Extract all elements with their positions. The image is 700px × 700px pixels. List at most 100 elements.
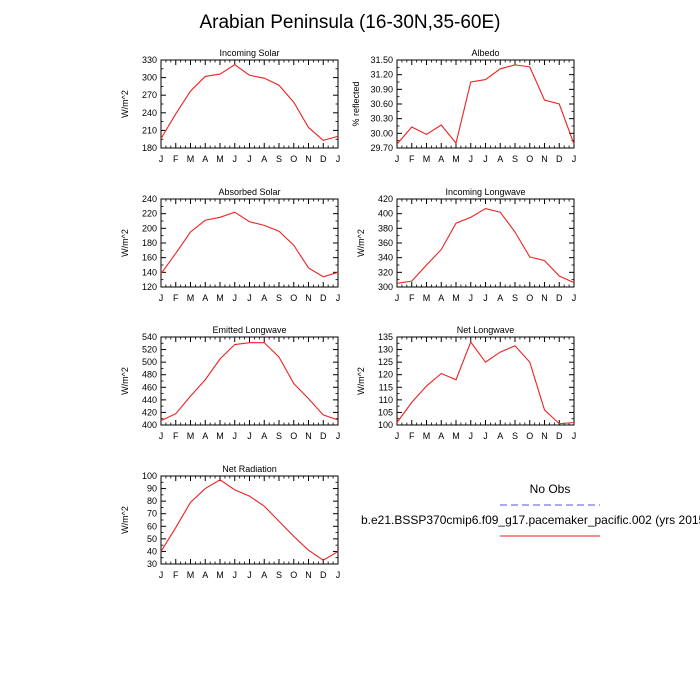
x-tick-label: A bbox=[202, 431, 208, 441]
y-tick-label: 30.60 bbox=[370, 99, 393, 109]
y-tick-label: 105 bbox=[378, 407, 393, 417]
y-tick-label: 40 bbox=[147, 546, 157, 556]
y-axis-label: W/m^2 bbox=[356, 367, 366, 395]
y-tick-label: 400 bbox=[378, 209, 393, 219]
legend-obs-line bbox=[500, 504, 600, 506]
x-tick-label: O bbox=[526, 431, 533, 441]
panel-title: Incoming Longwave bbox=[445, 187, 525, 197]
x-tick-label: A bbox=[261, 570, 267, 580]
series-line bbox=[160, 211, 339, 278]
x-tick-label: A bbox=[261, 431, 267, 441]
panel-albedo: J F M A M J J A S O N D J29.7030.0030.3030.6030.9031… bbox=[351, 48, 576, 164]
x-tick-label: D bbox=[556, 154, 563, 164]
x-tick-label: M bbox=[216, 570, 224, 580]
panel-net-longwave: J F M A M J J A S O N D J100105110115120125130135Net… bbox=[356, 325, 576, 441]
y-axis-label: W/m^2 bbox=[120, 90, 130, 118]
x-tick-label: M bbox=[423, 154, 431, 164]
x-tick-label: J bbox=[247, 431, 252, 441]
x-tick-label: S bbox=[276, 154, 282, 164]
x-tick-label: J bbox=[395, 293, 400, 303]
x-tick-label: A bbox=[202, 570, 208, 580]
x-tick-label: J bbox=[469, 154, 474, 164]
x-tick-label: J bbox=[395, 154, 400, 164]
x-tick-label: F bbox=[409, 293, 415, 303]
x-tick-label: F bbox=[409, 154, 415, 164]
x-tick-label: F bbox=[173, 293, 179, 303]
x-tick-label: N bbox=[541, 431, 548, 441]
y-axis-label: W/m^2 bbox=[120, 367, 130, 395]
legend-model-label: b.e21.BSSP370cmip6.f09_g17.pacemaker_pac… bbox=[361, 513, 700, 527]
y-tick-label: 140 bbox=[142, 267, 157, 277]
x-tick-label: J bbox=[159, 570, 164, 580]
x-tick-label: J bbox=[159, 293, 164, 303]
y-tick-label: 180 bbox=[142, 143, 157, 153]
legend-obs-entry: No Obs bbox=[480, 482, 620, 511]
x-tick-label: A bbox=[438, 431, 444, 441]
x-tick-label: J bbox=[483, 293, 488, 303]
y-tick-label: 130 bbox=[378, 345, 393, 355]
y-tick-label: 120 bbox=[142, 282, 157, 292]
y-tick-label: 270 bbox=[142, 90, 157, 100]
y-tick-label: 340 bbox=[378, 253, 393, 263]
y-tick-label: 520 bbox=[142, 345, 157, 355]
x-tick-label: N bbox=[305, 431, 312, 441]
legend-model-line bbox=[500, 535, 600, 537]
y-tick-label: 80 bbox=[147, 496, 157, 506]
y-tick-label: 100 bbox=[142, 471, 157, 481]
y-tick-label: 115 bbox=[379, 382, 393, 392]
x-tick-label: N bbox=[541, 154, 548, 164]
x-tick-label: N bbox=[541, 293, 548, 303]
x-tick-label: M bbox=[452, 293, 460, 303]
plot-frame bbox=[160, 59, 339, 149]
x-tick-label: J bbox=[336, 570, 341, 580]
series-line bbox=[160, 64, 339, 141]
y-tick-label: 380 bbox=[378, 223, 393, 233]
x-tick-label: D bbox=[320, 570, 327, 580]
x-tick-label: J bbox=[247, 293, 252, 303]
x-tick-label: J bbox=[572, 293, 577, 303]
x-tick-label: M bbox=[216, 154, 224, 164]
panel-title: Net Longwave bbox=[457, 325, 515, 335]
series-line bbox=[160, 342, 339, 422]
panel-emitted-longwave: J F M A M J J A S O N D J400420440460480500520540Emi… bbox=[120, 325, 340, 441]
x-tick-label: D bbox=[320, 431, 327, 441]
y-tick-label: 240 bbox=[142, 108, 157, 118]
y-tick-label: 330 bbox=[142, 55, 157, 65]
x-tick-label: A bbox=[438, 293, 444, 303]
x-tick-label: S bbox=[276, 293, 282, 303]
x-tick-label: J bbox=[247, 154, 252, 164]
x-tick-label: J bbox=[159, 431, 164, 441]
legend-model-entry: b.e21.BSSP370cmip6.f09_g17.pacemaker_pac… bbox=[361, 513, 700, 537]
y-tick-label: 70 bbox=[147, 509, 157, 519]
y-tick-label: 400 bbox=[142, 420, 157, 430]
series-line bbox=[160, 479, 339, 561]
y-tick-label: 50 bbox=[147, 534, 157, 544]
x-tick-label: O bbox=[526, 154, 533, 164]
y-tick-label: 30.90 bbox=[370, 84, 393, 94]
y-tick-label: 90 bbox=[147, 484, 157, 494]
x-tick-label: S bbox=[276, 570, 282, 580]
plot-frame bbox=[396, 336, 575, 426]
legend-obs-label: No Obs bbox=[529, 482, 571, 496]
x-tick-label: M bbox=[187, 293, 195, 303]
panel-absorbed-solar: J F M A M J J A S O N D J120140160180200220240Absorb… bbox=[120, 187, 340, 303]
y-tick-label: 240 bbox=[142, 194, 157, 204]
y-tick-label: 200 bbox=[142, 223, 157, 233]
plot-frame bbox=[396, 59, 575, 149]
y-axis-label: W/m^2 bbox=[356, 229, 366, 257]
x-tick-label: A bbox=[497, 293, 503, 303]
x-tick-label: N bbox=[305, 293, 312, 303]
panel-incoming-solar: J F M A M J J A S O N D J180210240270300330Incoming … bbox=[120, 48, 340, 164]
panel-title: Incoming Solar bbox=[219, 48, 279, 58]
plot-frame bbox=[160, 198, 339, 288]
x-tick-label: O bbox=[290, 154, 297, 164]
series-line bbox=[396, 207, 575, 284]
x-tick-label: J bbox=[336, 154, 341, 164]
y-tick-label: 160 bbox=[142, 253, 157, 263]
x-tick-label: J bbox=[233, 293, 238, 303]
y-tick-label: 135 bbox=[378, 332, 393, 342]
x-tick-label: D bbox=[556, 431, 563, 441]
y-tick-label: 30.30 bbox=[370, 114, 393, 124]
x-tick-label: N bbox=[305, 570, 312, 580]
